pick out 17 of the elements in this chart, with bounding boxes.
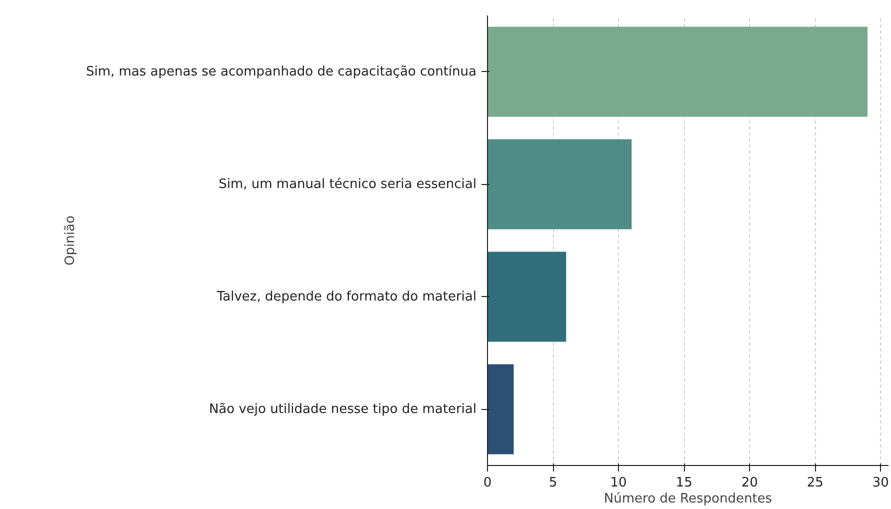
y-tick-label: Sim, um manual técnico seria essencial: [218, 176, 477, 192]
y-axis-title: Opinião: [62, 216, 78, 266]
y-tick-label: Sim, mas apenas se acompanhado de capacitação contínua: [86, 64, 477, 80]
x-tick-label: 20: [741, 476, 758, 490]
x-tick-label: 30: [872, 476, 889, 490]
bar: [488, 139, 632, 230]
x-tick-label: 10: [610, 476, 627, 490]
x-tick-label: 25: [806, 476, 824, 490]
bar: [488, 364, 514, 454]
bar: [488, 252, 566, 342]
y-tick-label: Não vejo utilidade nesse tipo de material: [208, 402, 477, 417]
x-tick-label: 15: [676, 476, 692, 490]
y-tick-label: Talvez, depende do formato do material: [216, 289, 477, 304]
x-tick-label: 0: [483, 476, 492, 490]
x-tick-label: 5: [548, 476, 558, 490]
bar: [488, 26, 868, 117]
x-axis-title: Número de Respondentes: [604, 492, 772, 506]
